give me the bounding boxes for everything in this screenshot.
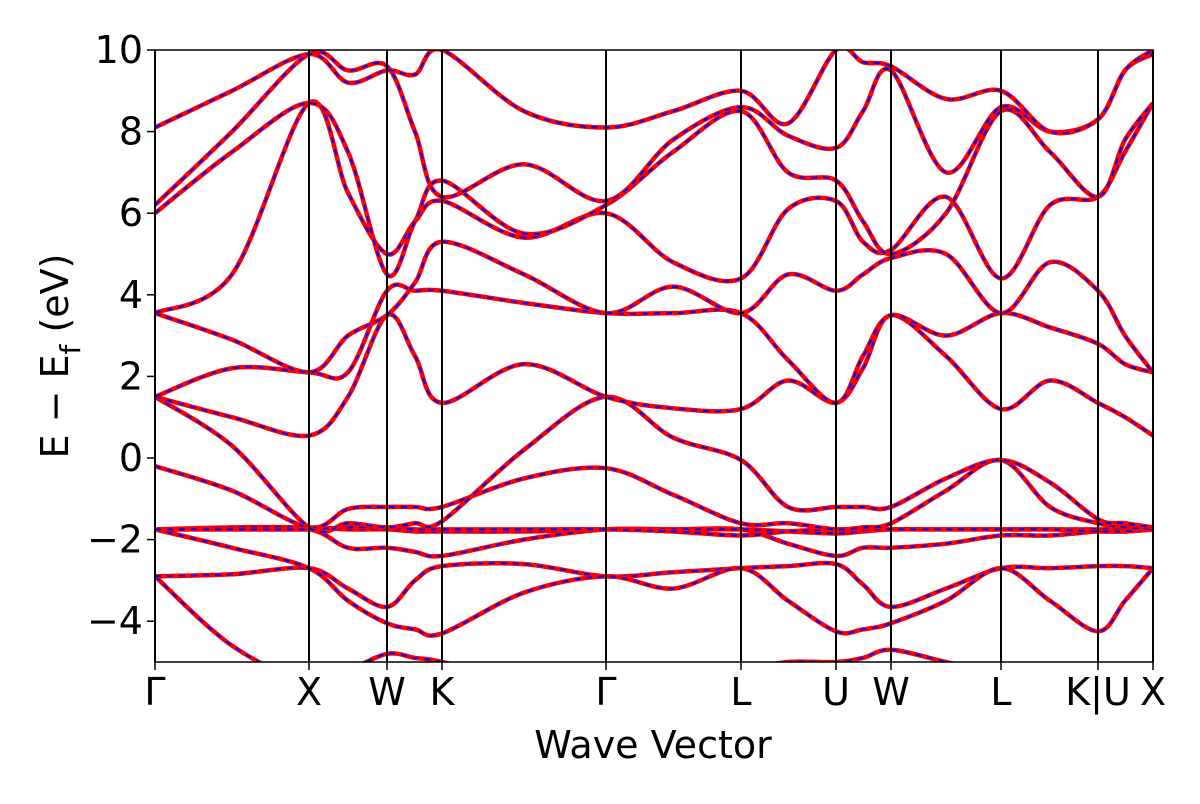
x-tick-label: Γ (144, 670, 165, 714)
band-line-overlay (155, 562, 1153, 608)
band-line-overlay (155, 527, 1153, 558)
band-line (155, 50, 1153, 136)
band-line (155, 282, 1153, 406)
band-line-overlay (155, 313, 1153, 438)
band-line-overlay (155, 100, 1153, 315)
x-tick-label: L (990, 670, 1011, 714)
y-tick-label: 8 (119, 110, 143, 154)
x-tick-label: U (822, 670, 850, 714)
band-line (155, 50, 1153, 207)
y-tick-label: 2 (119, 354, 143, 398)
bands (155, 50, 1153, 662)
x-tick-label: Γ (595, 670, 616, 714)
x-tick-label: L (730, 670, 751, 714)
band-line-overlay (155, 283, 1153, 404)
y-tick-label: 0 (119, 436, 143, 480)
band-line (155, 527, 1153, 638)
y-tick-label: 6 (119, 191, 143, 235)
band-line-overlay (155, 528, 1153, 637)
band-line-overlay (155, 240, 1153, 374)
y-axis-label-unit: (eV) (33, 254, 77, 345)
plot-frame (154, 49, 1154, 663)
band-line-overlay (155, 459, 1153, 531)
y-tick-label: −4 (87, 599, 143, 643)
y-tick-label: −2 (87, 518, 143, 562)
band-line-overlay (155, 526, 1153, 537)
x-tick-label: W (872, 670, 910, 714)
y-tick-label: 10 (95, 28, 143, 72)
y-axis-label-main: E − E (33, 354, 77, 458)
y-axis-label: E − Ef (eV) (33, 254, 87, 459)
band-line-overlay (155, 50, 1153, 206)
band-line (155, 394, 1153, 535)
x-tick-label: W (368, 670, 406, 714)
x-tick-label: X (296, 670, 322, 714)
band-line (155, 457, 1153, 532)
x-tick-label: K (430, 670, 456, 714)
x-axis-label: Wave Vector (534, 723, 772, 767)
y-tick-label: 4 (119, 273, 143, 317)
band-line-overlay (155, 526, 1153, 535)
band-line (155, 99, 1153, 316)
band-line-overlay (155, 395, 1153, 534)
band-line (155, 312, 1153, 439)
y-axis-label-sub: f (54, 343, 87, 354)
x-tick-label: X (1140, 670, 1166, 714)
band-line (155, 239, 1153, 375)
x-tick-label: K|U (1065, 670, 1131, 715)
band-line-overlay (155, 102, 1153, 278)
